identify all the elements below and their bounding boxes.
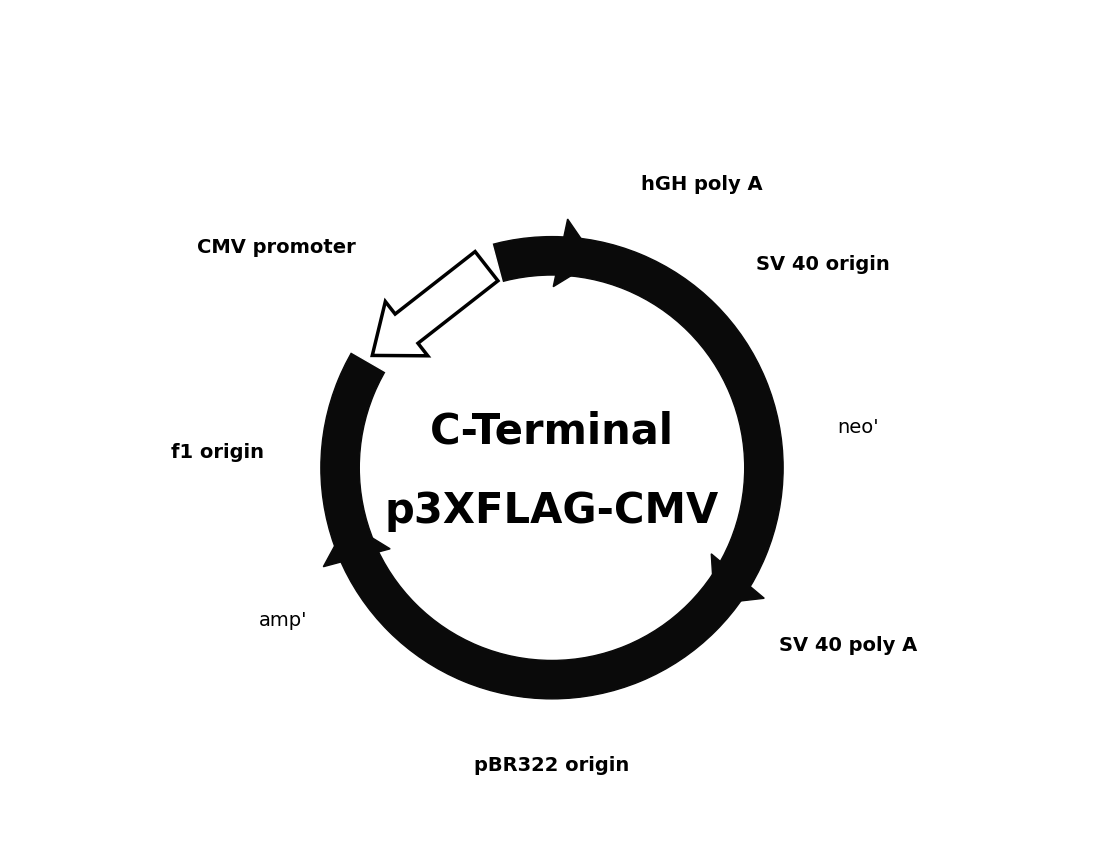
Text: SV 40 poly A: SV 40 poly A <box>779 636 917 655</box>
Text: pBR322 origin: pBR322 origin <box>475 756 629 775</box>
Text: C-Terminal: C-Terminal <box>429 410 675 452</box>
Polygon shape <box>553 219 596 287</box>
Text: hGH poly A: hGH poly A <box>641 175 763 193</box>
Text: p3XFLAG-CMV: p3XFLAG-CMV <box>385 490 719 532</box>
Text: SV 40 origin: SV 40 origin <box>756 254 890 274</box>
Text: CMV promoter: CMV promoter <box>197 238 355 257</box>
Text: amp': amp' <box>259 611 308 630</box>
Polygon shape <box>323 522 390 567</box>
Polygon shape <box>711 554 764 604</box>
Wedge shape <box>321 236 783 698</box>
Text: f1 origin: f1 origin <box>171 443 264 462</box>
Polygon shape <box>372 252 498 356</box>
Text: neo': neo' <box>837 418 879 437</box>
Wedge shape <box>349 241 503 373</box>
